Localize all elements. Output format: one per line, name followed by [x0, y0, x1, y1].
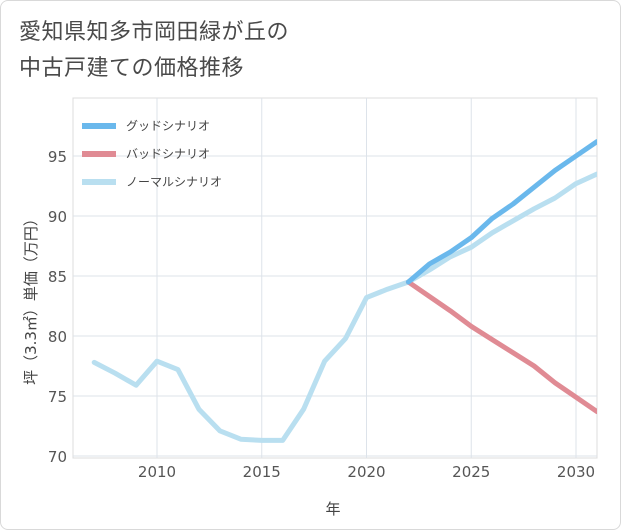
chart-title: 愛知県知多市岡田緑が丘の 中古戸建ての価格推移 [19, 15, 289, 87]
legend-label-1: グッドシナリオ [126, 119, 210, 133]
x-tick-labels: 2010 2015 2020 2025 2030 [138, 463, 595, 481]
chart-title-line-1: 愛知県知多市岡田緑が丘の [19, 20, 290, 45]
legend-label-2: バッドシナリオ [126, 147, 210, 161]
x-tick-label: 2015 [243, 463, 281, 481]
y-tick-label: 70 [48, 448, 67, 466]
legend-label-3: ノーマルシナリオ [126, 175, 222, 189]
x-tick-label: 2030 [557, 463, 595, 481]
x-tick-label: 2025 [452, 463, 490, 481]
x-tick-label: 2020 [347, 463, 385, 481]
y-tick-label: 85 [48, 268, 67, 286]
x-tick-label: 2010 [138, 463, 176, 481]
y-tick-labels: 70 75 80 85 90 95 [48, 148, 67, 466]
y-tick-label: 75 [48, 388, 67, 406]
series-line-2 [405, 279, 597, 415]
y-axis-label: 坪（3.3㎡）単価（万円） [22, 211, 40, 385]
series-lines [91, 139, 597, 443]
y-tick-label: 90 [48, 208, 67, 226]
series-line-3 [91, 171, 597, 443]
plot-frame [72, 97, 598, 459]
x-axis-label: 年 [325, 500, 340, 518]
series-line-1 [405, 139, 597, 285]
y-tick-label: 95 [48, 148, 67, 166]
y-tick-label: 80 [48, 328, 67, 346]
chart-title-line-2: 中古戸建ての価格推移 [19, 56, 245, 81]
